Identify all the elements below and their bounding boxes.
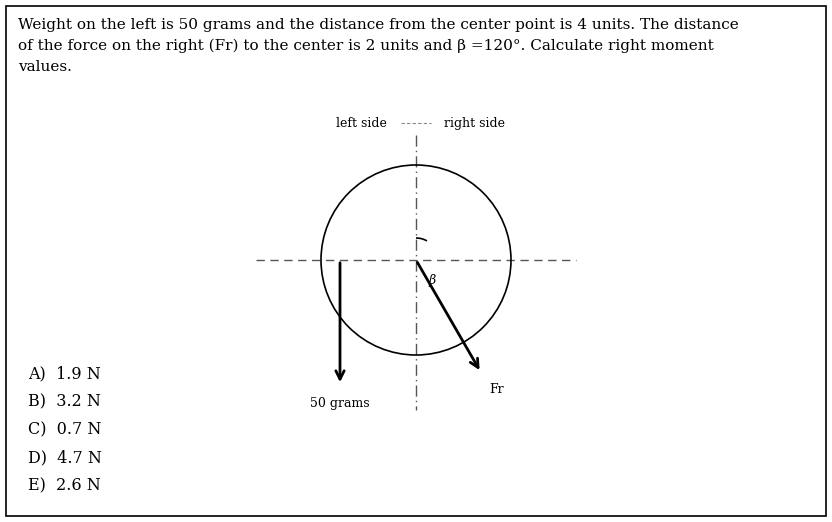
Text: β: β <box>428 274 435 287</box>
Text: Weight on the left is 50 grams and the distance from the center point is 4 units: Weight on the left is 50 grams and the d… <box>18 18 739 74</box>
Text: right side: right side <box>443 117 504 130</box>
Text: B)  3.2 N: B) 3.2 N <box>28 393 101 410</box>
Text: A)  1.9 N: A) 1.9 N <box>28 365 101 382</box>
Text: left side: left side <box>335 117 386 130</box>
Text: 50 grams: 50 grams <box>310 397 369 410</box>
Text: C)  0.7 N: C) 0.7 N <box>28 421 102 438</box>
Text: Fr: Fr <box>489 383 503 396</box>
Text: D)  4.7 N: D) 4.7 N <box>28 449 102 466</box>
Text: E)  2.6 N: E) 2.6 N <box>28 477 101 494</box>
